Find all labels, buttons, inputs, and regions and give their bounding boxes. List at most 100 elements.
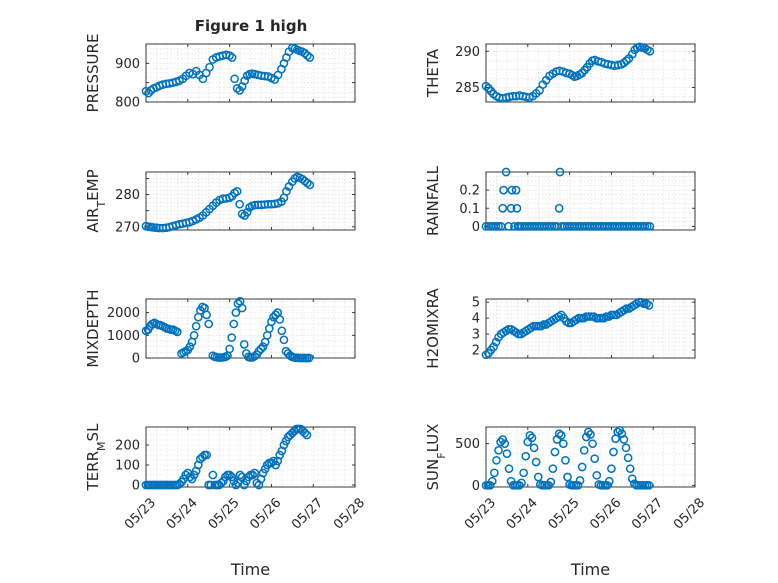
data-point [304,353,314,363]
data-point [202,310,211,320]
data-point [564,318,574,328]
data-point [277,326,287,336]
subplot-1: 800 900 PRESSURE [84,34,356,113]
y-axis-label: THETA [424,48,442,98]
y-tick-label: 2 [472,344,480,359]
data-point [546,477,556,487]
data-point [206,480,216,490]
data-point [498,203,508,213]
data-point [227,53,237,62]
data-point [607,464,616,474]
data-point [491,222,501,231]
data-point [262,460,272,470]
data-point [575,475,585,485]
subplot-4: 0 0.1 0.2 RAINFALL [424,165,696,236]
data-point [519,468,528,478]
data-point [282,186,291,196]
data-point [494,222,503,231]
data-point [235,199,244,209]
data-point [584,427,593,437]
y-tick-label: 0.1 [459,202,480,217]
data-point [504,324,513,334]
data-point [494,445,503,455]
data-point [232,186,242,196]
data-point [221,472,230,482]
y-axis-label: PRESSURE [84,34,102,113]
data-point [592,470,602,480]
subplot-2: 285 290 THETA [424,42,696,103]
data-point [531,457,541,467]
y-tick-label: 3 [472,328,480,343]
data-point [548,464,558,474]
data-point [202,450,211,460]
data-point [539,320,549,329]
data-point [609,447,618,457]
data-point [621,443,631,453]
data-point [239,340,249,349]
data-point [240,76,249,86]
y-tick-label: 2000 [107,306,140,321]
data-point [216,478,226,488]
data-point [511,185,521,195]
data-point [514,329,523,339]
data-point [645,46,655,56]
data-point [525,430,535,440]
data-point [248,470,257,480]
y-tick-label: 290 [455,45,480,60]
data-point [622,304,631,313]
data-point [623,453,633,463]
data-point [504,464,514,474]
data-point [144,88,153,98]
data-point [517,478,526,488]
data-point [527,433,537,443]
data-point [279,335,289,345]
data-point [498,435,508,444]
data-point [242,207,252,217]
y-tick-label: 270 [115,220,140,235]
data-point [533,472,543,482]
data-point [235,470,245,480]
data-point [173,327,182,337]
data-point [619,58,629,68]
data-point [227,333,237,342]
data-point [485,480,495,490]
data-point [627,474,637,484]
y-axis-label: H2OMIXRA [424,288,442,369]
y-tick-label: 280 [115,188,140,203]
y-tick-label: 800 [115,96,140,111]
axes-box [145,171,356,231]
axes-box [485,298,696,359]
data-point [244,472,253,482]
data-point [561,455,570,465]
data-point [496,437,505,447]
y-axis-label: RAINFALL [424,165,442,236]
data-point [149,223,158,232]
data-point [602,480,612,490]
y-axis-label: MIXDEPTH [84,289,102,367]
data-point [258,342,268,352]
data-point [302,430,312,440]
data-point [645,222,655,231]
data-point [237,303,247,313]
data-point [555,167,565,177]
data-point [275,315,285,324]
data-point [175,479,184,489]
data-point [490,468,499,478]
data-point [639,299,649,309]
data-point [189,330,199,340]
y-tick-label: 200 [115,439,140,454]
data-point [489,342,498,352]
data-point [492,455,501,465]
data-point [644,301,654,310]
data-point [230,74,239,84]
data-point [250,351,260,361]
data-point [515,480,524,490]
data-point [547,222,557,231]
data-point [305,180,315,190]
data-point [500,439,510,449]
data-point [256,344,266,354]
y-tick-label: 0 [132,479,140,494]
data-point [501,167,511,177]
data-point [642,222,652,231]
